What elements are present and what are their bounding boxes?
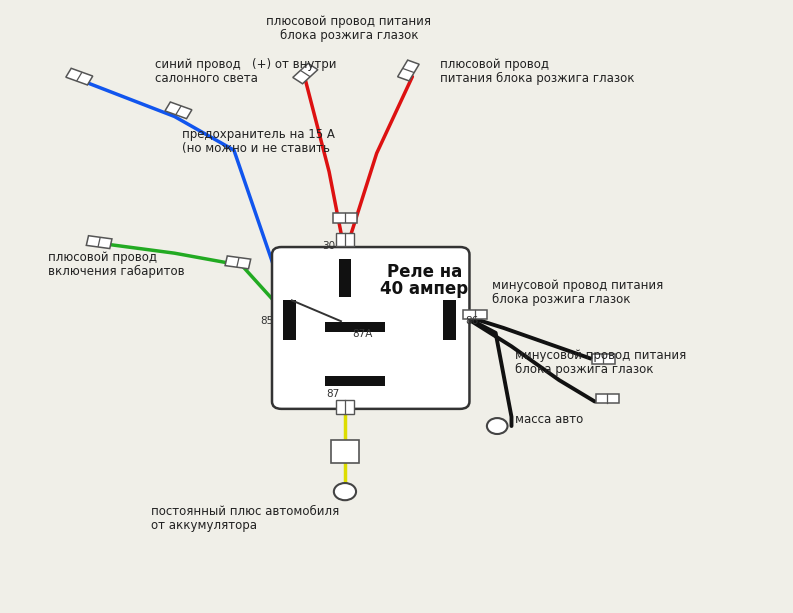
FancyBboxPatch shape bbox=[86, 236, 112, 248]
Text: блока розжига глазок: блока розжига глазок bbox=[515, 363, 654, 376]
FancyBboxPatch shape bbox=[333, 213, 357, 223]
Text: салонного света: салонного света bbox=[155, 72, 258, 85]
Text: включения габаритов: включения габаритов bbox=[48, 265, 184, 278]
Bar bbox=[443, 300, 456, 340]
FancyBboxPatch shape bbox=[397, 60, 419, 81]
Text: масса авто: масса авто bbox=[515, 413, 584, 427]
Circle shape bbox=[334, 483, 356, 500]
Text: питания блока розжига глазок: питания блока розжига глазок bbox=[440, 72, 634, 85]
Circle shape bbox=[487, 418, 508, 434]
Text: предохранитель на 15 А: предохранитель на 15 А bbox=[182, 128, 335, 142]
FancyBboxPatch shape bbox=[293, 63, 318, 84]
Text: плюсовой провод: плюсовой провод bbox=[440, 58, 549, 71]
Text: от аккумулятора: от аккумулятора bbox=[151, 519, 257, 533]
Bar bbox=[339, 259, 351, 297]
Bar bbox=[283, 300, 296, 340]
Text: плюсовой провод питания: плюсовой провод питания bbox=[266, 15, 431, 28]
Bar bbox=[336, 233, 354, 246]
Text: 86: 86 bbox=[465, 316, 478, 326]
Bar bbox=[325, 376, 385, 386]
Text: 85: 85 bbox=[261, 316, 274, 326]
Bar bbox=[325, 322, 385, 332]
FancyBboxPatch shape bbox=[225, 256, 251, 268]
FancyBboxPatch shape bbox=[592, 354, 615, 364]
Text: минусовой провод питания: минусовой провод питания bbox=[492, 278, 663, 292]
Text: постоянный плюс автомобиля: постоянный плюс автомобиля bbox=[151, 505, 339, 519]
Text: (но можно и не ставить: (но можно и не ставить bbox=[182, 142, 331, 156]
Text: 87: 87 bbox=[327, 389, 339, 398]
Text: 40 ампер: 40 ампер bbox=[380, 280, 469, 298]
FancyBboxPatch shape bbox=[596, 394, 619, 403]
Text: блока розжига глазок: блока розжига глазок bbox=[492, 292, 630, 306]
FancyBboxPatch shape bbox=[463, 310, 487, 319]
Text: 30: 30 bbox=[323, 242, 335, 251]
FancyBboxPatch shape bbox=[66, 68, 93, 85]
Bar bbox=[336, 400, 354, 414]
Text: 87A: 87A bbox=[352, 329, 373, 339]
Text: синий провод   (+) от внутри: синий провод (+) от внутри bbox=[155, 58, 336, 71]
Bar bbox=[331, 440, 359, 463]
Text: плюсовой провод: плюсовой провод bbox=[48, 251, 156, 264]
FancyBboxPatch shape bbox=[165, 102, 192, 119]
Text: минусовой провод питания: минусовой провод питания bbox=[515, 349, 687, 362]
Text: Реле на: Реле на bbox=[387, 262, 462, 281]
FancyBboxPatch shape bbox=[272, 247, 469, 409]
Text: блока розжига глазок: блока розжига глазок bbox=[280, 29, 418, 42]
